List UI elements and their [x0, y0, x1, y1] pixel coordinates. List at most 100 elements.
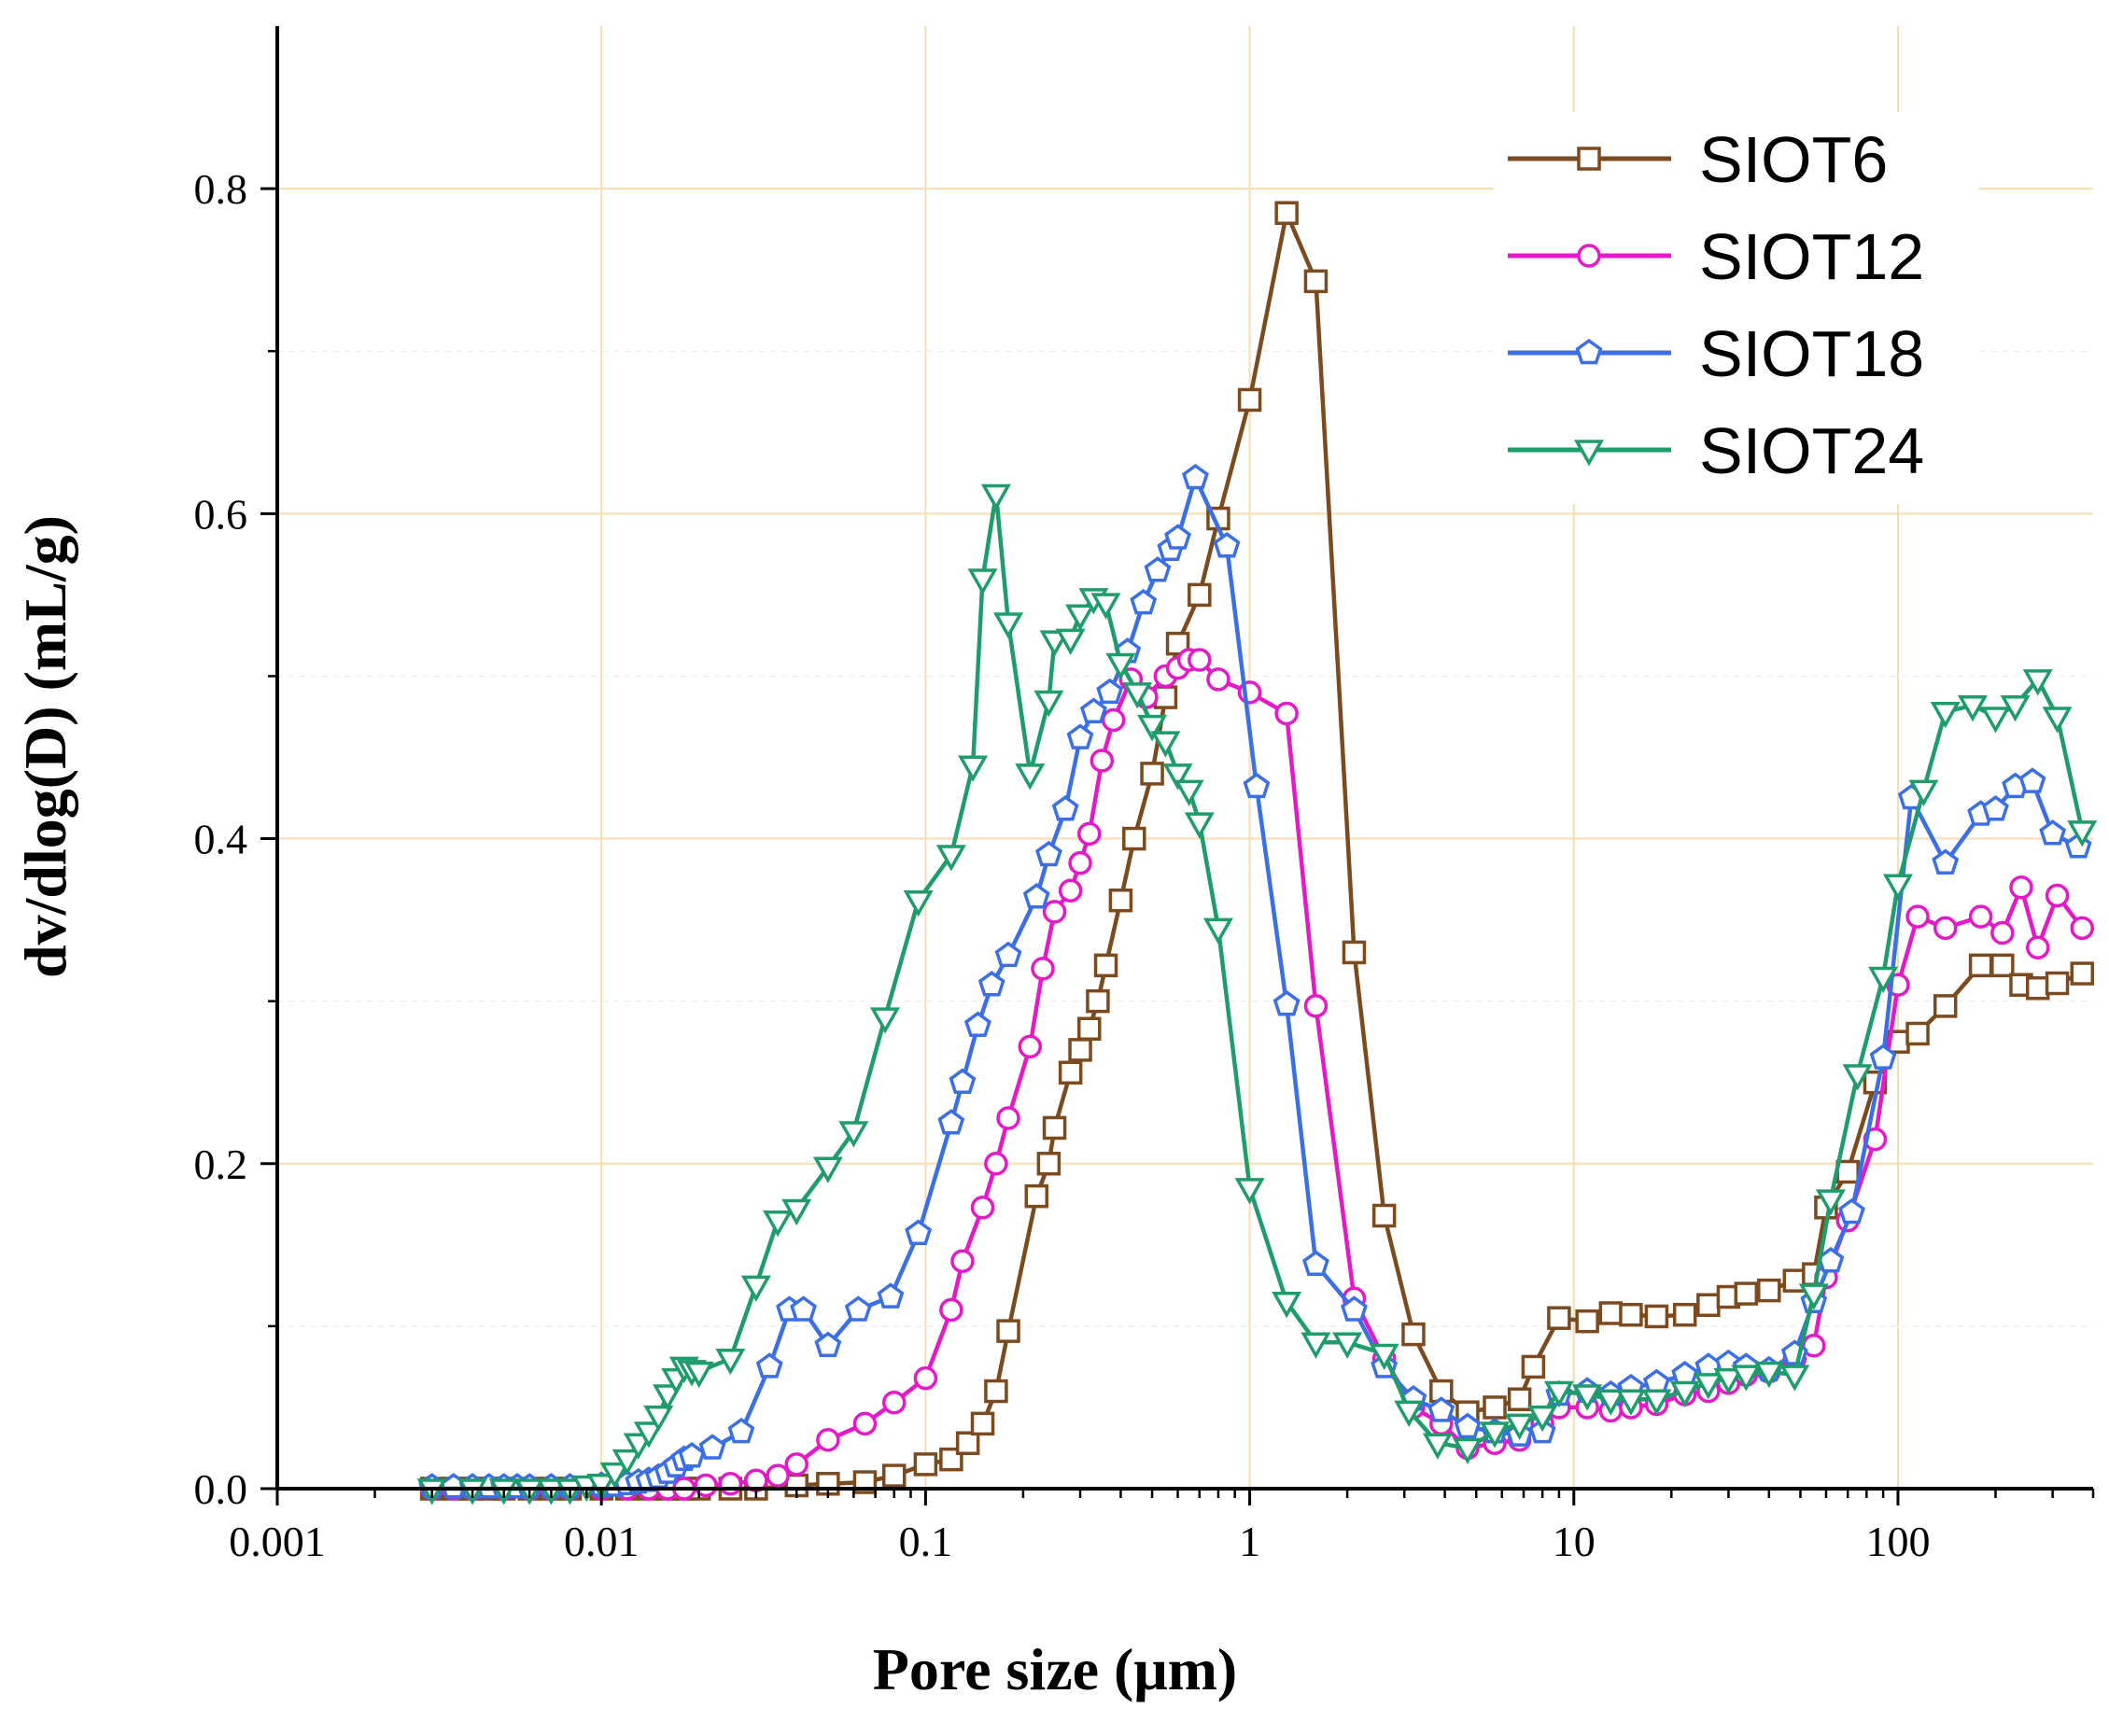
data-point-siot6 — [1058, 1060, 1083, 1085]
data-point-siot24 — [1394, 1400, 1425, 1427]
data-point-siot18 — [844, 1295, 872, 1322]
data-point-siot18 — [1130, 588, 1158, 615]
data-point-siot6 — [1696, 1293, 1721, 1318]
data-point-siot6 — [1672, 1302, 1697, 1327]
data-point-siot6 — [1521, 1354, 1546, 1379]
data-point-siot6 — [1757, 1278, 1781, 1303]
data-point-siot18 — [1869, 1043, 1897, 1070]
legend-marker — [1577, 244, 1601, 268]
data-point-siot6 — [1077, 1016, 1102, 1042]
data-point-siot24 — [715, 1348, 746, 1376]
data-point-siot24 — [1137, 714, 1168, 742]
data-point-siot6 — [1371, 1203, 1397, 1228]
data-point-siot12 — [996, 1106, 1020, 1130]
data-point-siot18 — [755, 1352, 783, 1379]
data-point-siot12 — [1068, 850, 1092, 875]
data-point-siot18 — [1034, 840, 1062, 867]
data-point-siot6 — [1342, 940, 1367, 965]
y-tick-label: 0.4 — [194, 816, 248, 863]
data-point-siot24 — [1641, 1389, 1672, 1416]
data-point-siot24 — [1731, 1365, 1762, 1392]
data-point-siot24 — [683, 1361, 714, 1389]
data-point-siot18 — [1838, 1197, 1865, 1225]
legend-item-siot12: SIOT12 — [1508, 220, 1924, 293]
data-point-siot24 — [612, 1449, 642, 1477]
data-point-siot24 — [2000, 695, 2031, 722]
data-point-siot24 — [812, 1156, 843, 1183]
data-point-siot12 — [1018, 1034, 1043, 1059]
series-siot24 — [416, 483, 2098, 1505]
data-point-siot24 — [1868, 966, 1899, 994]
series-line-siot24 — [431, 492, 2085, 1491]
data-point-siot6 — [1933, 994, 1958, 1018]
data-point-siot18 — [1022, 883, 1050, 909]
x-tick-label: 0.1 — [899, 1518, 953, 1565]
data-point-siot18 — [1182, 463, 1209, 490]
data-point-siot18 — [963, 1011, 991, 1038]
data-point-siot18 — [937, 1109, 965, 1135]
data-point-siot12 — [2009, 875, 2033, 900]
data-point-siot12 — [1090, 749, 1115, 773]
data-point-siot6 — [1598, 1301, 1624, 1325]
data-point-siot6 — [1122, 826, 1146, 851]
x-tick-label: 1 — [1239, 1518, 1260, 1565]
data-point-siot18 — [1164, 524, 1191, 550]
x-axis-title: Pore size (μm) — [873, 1636, 1237, 1702]
data-point-siot18 — [1454, 1412, 1482, 1439]
data-point-siot12 — [950, 1249, 975, 1273]
data-point-siot12 — [1077, 821, 1102, 847]
data-point-siot6 — [1086, 988, 1110, 1014]
data-point-siot24 — [1957, 695, 1988, 722]
legend-marker — [1575, 338, 1603, 365]
data-point-siot12 — [1058, 878, 1083, 903]
x-tick-label: 0.01 — [564, 1518, 640, 1565]
legend-label: SIOT24 — [1699, 414, 1924, 487]
data-point-siot12 — [1188, 648, 1212, 672]
data-point-siot24 — [980, 483, 1011, 511]
series-siot18 — [418, 463, 2092, 1499]
data-point-siot18 — [949, 1068, 977, 1094]
x-tick-label: 100 — [1865, 1518, 1930, 1565]
data-point-siot24 — [1615, 1389, 1646, 1416]
legend-label: SIOT6 — [1699, 123, 1888, 196]
legend: SIOT6 SIOT12 SIOT18 SIOT24 — [1494, 112, 1979, 504]
data-point-siot24 — [903, 889, 934, 917]
data-point-siot12 — [1206, 667, 1230, 692]
data-point-siot24 — [967, 568, 998, 595]
data-point-siot24 — [1882, 874, 1913, 901]
data-point-siot24 — [1184, 812, 1215, 839]
data-point-siot24 — [1015, 763, 1046, 791]
data-point-siot6 — [1237, 387, 1262, 413]
data-point-siot18 — [905, 1219, 933, 1245]
data-point-siot6 — [1036, 1152, 1062, 1176]
data-point-siot18 — [977, 971, 1005, 997]
data-point-siot6 — [1165, 631, 1190, 656]
data-point-siot6 — [1990, 953, 2015, 978]
data-point-siot24 — [1055, 628, 1086, 655]
data-point-siot12 — [939, 1297, 963, 1323]
data-point-siot18 — [1341, 1295, 1368, 1322]
data-point-siot24 — [1174, 779, 1204, 806]
data-point-siot24 — [763, 1210, 794, 1238]
data-point-siot6 — [1835, 1159, 1860, 1184]
data-point-siot6 — [1905, 1021, 1930, 1046]
series-line-siot18 — [431, 475, 2080, 1490]
legend-label: SIOT18 — [1699, 317, 1924, 390]
data-point-siot24 — [1842, 1064, 1873, 1091]
data-point-siot6 — [955, 1431, 980, 1455]
data-point-siot24 — [653, 1384, 683, 1411]
x-tick-label: 0.001 — [229, 1518, 326, 1565]
data-point-siot12 — [1274, 701, 1299, 726]
data-point-siot18 — [1144, 556, 1172, 582]
legend-marker — [1577, 147, 1601, 171]
legend-marker — [1574, 440, 1604, 467]
data-point-siot18 — [1932, 848, 1960, 875]
data-point-siot6 — [996, 1319, 1020, 1343]
data-point-siot24 — [2022, 669, 2053, 696]
x-tick-label: 10 — [1553, 1518, 1596, 1565]
data-point-siot6 — [984, 1379, 1008, 1404]
data-point-siot6 — [1024, 1183, 1049, 1209]
data-point-siot6 — [1108, 888, 1133, 913]
data-point-siot18 — [790, 1295, 817, 1322]
